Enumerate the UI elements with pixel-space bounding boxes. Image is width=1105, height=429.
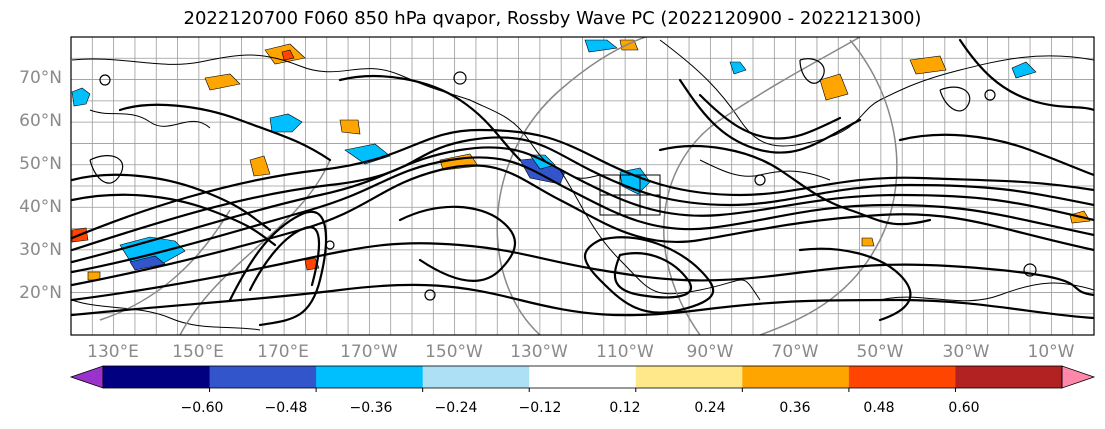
map-frame xyxy=(70,36,1095,336)
lon-label-70w: 70°W xyxy=(771,342,819,362)
colorbar-segment xyxy=(529,366,637,388)
lat-label-30n: 30°N xyxy=(19,240,62,260)
gridlines xyxy=(71,37,1094,335)
lat-label-20n: 20°N xyxy=(19,283,62,303)
lat-label-50n: 50°N xyxy=(19,154,62,174)
minor-contours xyxy=(89,58,1037,301)
anomaly-orange-patch xyxy=(861,237,875,247)
anomaly-orange-patch xyxy=(339,119,361,135)
colorbar-segment xyxy=(316,366,424,388)
colorbar-tick-label: −0.12 xyxy=(518,400,562,416)
lon-label-170e: 170°E xyxy=(257,342,309,362)
lon-label-130e: 130°E xyxy=(87,342,139,362)
anomaly-orange-patch xyxy=(909,55,947,75)
anomaly-orange-patch xyxy=(819,73,849,101)
lon-label-130w: 130°W xyxy=(510,342,568,362)
lon-label-150w: 150°W xyxy=(425,342,483,362)
colorbar-tick-label: −0.24 xyxy=(434,400,478,416)
colorbar-tick-label: 0.24 xyxy=(694,400,726,416)
colorbar-segment xyxy=(635,366,743,388)
lat-label-40n: 40°N xyxy=(19,197,62,217)
colorbar-tick-label: −0.36 xyxy=(349,400,393,416)
map-title: 2022120700 F060 850 hPa qvapor, Rossby W… xyxy=(183,8,922,29)
colorbar-tick-label: 0.36 xyxy=(779,400,811,416)
lat-label-60n: 60°N xyxy=(19,111,62,131)
lon-label-170w: 170°W xyxy=(340,342,398,362)
anomaly-blue-patch xyxy=(71,87,91,107)
lon-label-30w: 30°W xyxy=(942,342,990,362)
colorbar-segment xyxy=(422,366,530,388)
anomaly-blue-patch xyxy=(269,113,303,133)
lon-label-150e: 150°E xyxy=(172,342,224,362)
lat-label-70n: 70°N xyxy=(19,68,62,88)
colorbar-tick-label: 0.12 xyxy=(609,400,641,416)
lon-label-110w: 110°W xyxy=(596,342,654,362)
reference-circles xyxy=(99,37,898,335)
anomaly-orange-patch xyxy=(249,155,271,177)
colorbar-tick-label: 0.48 xyxy=(863,400,895,416)
lon-label-50w: 50°W xyxy=(856,342,904,362)
colorbar-segment xyxy=(209,366,317,388)
anomaly-blue-patch xyxy=(129,255,166,271)
colorbar xyxy=(69,365,1096,392)
contour-lines xyxy=(71,38,1094,327)
anomaly-orange-patch xyxy=(204,73,241,91)
colorbar-segment xyxy=(103,366,211,388)
colorbar-extend-low xyxy=(69,365,104,389)
colorbar-tick-label: −0.48 xyxy=(264,400,308,416)
colorbar-extend-high xyxy=(1061,365,1096,389)
colorbar-frame xyxy=(102,365,1063,389)
anomaly-blue-patch xyxy=(729,61,747,75)
colorbar-tick-label: 0.60 xyxy=(948,400,980,416)
anomaly-blue-patch xyxy=(584,39,618,53)
colorbar-segment xyxy=(848,366,956,388)
colorbar-segment xyxy=(742,366,850,388)
lon-label-90w: 90°W xyxy=(686,342,734,362)
anomaly-red-patch xyxy=(281,49,295,61)
colorbar-segment xyxy=(955,366,1063,388)
lon-label-10w: 10°W xyxy=(1027,342,1075,362)
colorbar-tick-label: −0.60 xyxy=(180,400,224,416)
anomaly-blue-patch xyxy=(1011,61,1037,79)
